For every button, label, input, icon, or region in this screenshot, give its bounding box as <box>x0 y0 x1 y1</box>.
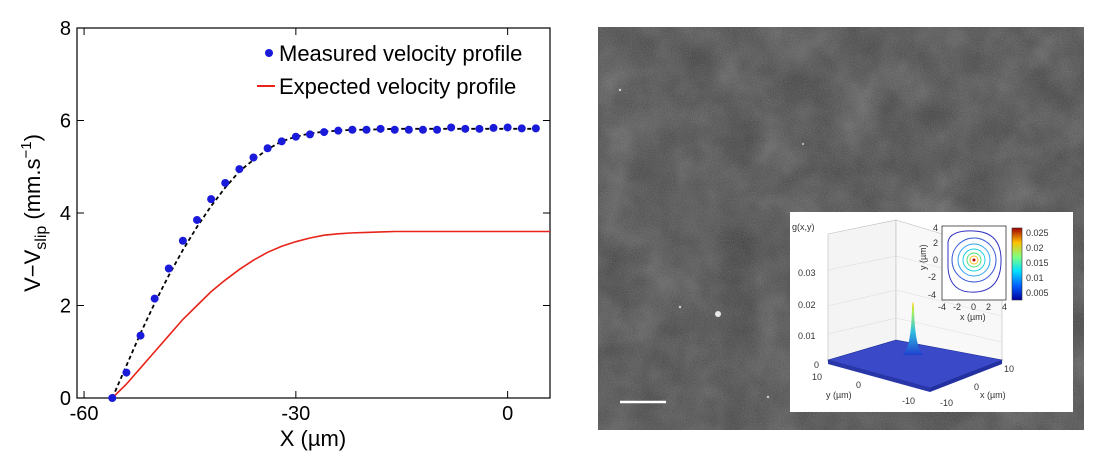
series-layer <box>108 123 550 402</box>
legend-marker-measured <box>265 49 273 57</box>
measured-point <box>489 123 498 132</box>
measured-point <box>433 125 442 134</box>
colorbar-tick: 0.01 <box>1026 273 1044 283</box>
bright-particle <box>715 311 721 317</box>
x-axis-label: X (µm) <box>280 426 346 451</box>
measured-point <box>164 264 173 273</box>
inset-z-tick: 0.01 <box>798 331 816 341</box>
correlation-inset: g(x,y) 0.03 0.02 0.01 0 10 0 -10 y (µm) … <box>790 212 1073 412</box>
measured-point <box>390 125 399 134</box>
measured-point <box>193 215 202 224</box>
inset-x-tick: 10 <box>1004 364 1014 374</box>
contour-x-tick: -4 <box>938 302 946 312</box>
inset-x-tick: -10 <box>940 398 953 408</box>
measured-point <box>263 144 272 153</box>
axis-ticks: -60 -30 0 0 2 4 6 8 <box>60 18 550 425</box>
inset-y-tick: 0 <box>856 380 861 390</box>
measured-point <box>418 125 427 134</box>
measured-point <box>320 128 329 137</box>
measured-point <box>461 124 470 133</box>
measured-point <box>277 137 286 146</box>
measured-point <box>531 124 540 133</box>
contour-y-tick: 0 <box>933 255 938 265</box>
contour-y-label: y (µm) <box>918 244 928 270</box>
colorbar-tick: 0.025 <box>1026 228 1049 238</box>
y-tick-label: 0 <box>60 388 71 410</box>
contour-x-tick: 2 <box>986 302 991 312</box>
measured-point <box>150 294 159 303</box>
measured-point <box>348 125 357 134</box>
y-tick-label: 2 <box>60 296 71 318</box>
colorbar-tick: 0.005 <box>1026 288 1049 298</box>
legend-label-expected: Expected velocity profile <box>279 74 516 99</box>
legend-label-measured: Measured velocity profile <box>279 41 522 66</box>
contour-y-tick: 4 <box>933 223 938 233</box>
contour-x-label: x (µm) <box>960 312 986 322</box>
y-tick-label: 8 <box>60 18 71 40</box>
contour-x-tick: 4 <box>1002 302 1007 312</box>
y-axis-label: V−Vslip (mm.s−1) <box>18 134 50 292</box>
contour-y-tick: -2 <box>928 272 936 282</box>
contour-y-tick: -4 <box>928 290 936 300</box>
inset-y-tick: -10 <box>902 396 915 406</box>
measured-point <box>235 165 244 174</box>
measured-point <box>136 331 145 340</box>
velocity-chart: -60 -30 0 0 2 4 6 8 X (µm) V−Vslip (mm.s−1) Mea… <box>18 18 551 451</box>
measured-point <box>503 123 512 132</box>
contour-x-tick: -2 <box>953 302 961 312</box>
measured-point <box>447 123 456 132</box>
fit-line <box>111 127 536 399</box>
measured-point <box>404 125 413 134</box>
measured-point <box>178 236 187 245</box>
expected-profile-line <box>111 230 550 399</box>
measured-point <box>122 368 131 377</box>
colorbar: 0.025 0.02 0.015 0.01 0.005 <box>1011 227 1049 301</box>
inset-x-tick: 0 <box>974 382 979 392</box>
x-tick-label: -30 <box>281 403 310 425</box>
contour-y-tick: 2 <box>933 238 938 248</box>
inset-y-label: y (µm) <box>826 390 852 400</box>
contour-plot: 4 2 0 -2 -4 y (µm) -4 -2 0 2 4 x (µm) <box>918 223 1007 322</box>
measured-point <box>249 153 258 162</box>
measured-point <box>376 124 385 133</box>
measured-point <box>517 124 526 133</box>
inset-z-tick: 0.02 <box>798 300 816 310</box>
x-tick-label: 0 <box>502 403 513 425</box>
measured-point <box>108 394 117 402</box>
measured-point <box>362 125 371 134</box>
y-tick-label: 4 <box>60 203 71 225</box>
colorbar-tick: 0.015 <box>1026 258 1049 268</box>
x-tick-label: -60 <box>70 403 99 425</box>
contour-x-tick: 0 <box>971 302 976 312</box>
inset-z-tick: 0 <box>814 360 819 370</box>
measured-point <box>334 126 343 135</box>
measured-point <box>291 132 300 141</box>
inset-z-tick: 0.03 <box>798 268 816 278</box>
inset-z-label: g(x,y) <box>792 222 815 232</box>
colorbar-tick: 0.02 <box>1026 243 1044 253</box>
measured-point <box>305 130 314 139</box>
measured-point <box>221 178 230 187</box>
measured-point <box>475 124 484 133</box>
inset-x-label: x (µm) <box>980 390 1006 400</box>
inset-y-tick: 10 <box>812 372 822 382</box>
y-tick-label: 6 <box>60 111 71 133</box>
measured-point <box>207 195 216 204</box>
